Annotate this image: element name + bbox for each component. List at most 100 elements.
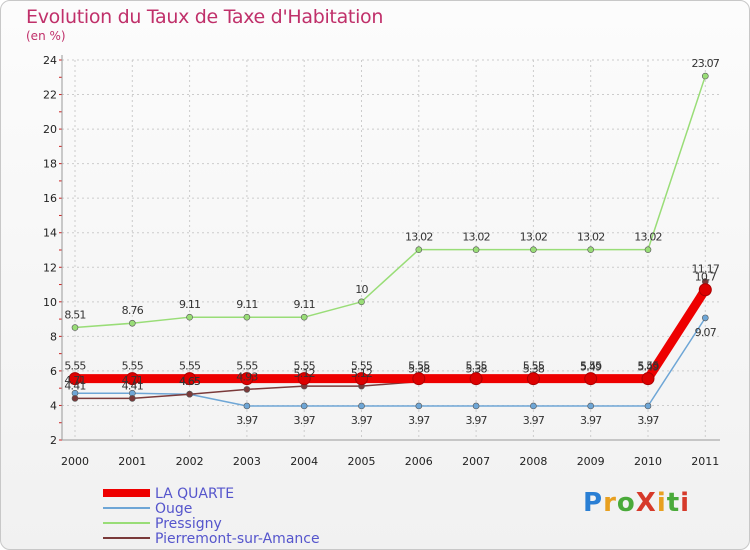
data-label: 5.55 xyxy=(236,360,258,373)
x-tick-label: 2006 xyxy=(405,455,433,468)
data-point xyxy=(183,372,197,386)
data-point xyxy=(240,372,254,386)
chart-subtitle: (en %) xyxy=(26,29,66,43)
y-tick-label: 12 xyxy=(43,261,57,274)
y-tick-label: 14 xyxy=(43,227,57,240)
data-label: 9.07 xyxy=(695,326,717,339)
y-tick-label: 16 xyxy=(43,192,57,205)
logo-letter: i xyxy=(680,488,691,518)
y-tick-label: 8 xyxy=(50,330,57,343)
x-tick-label: 2008 xyxy=(519,455,547,468)
y-tick-label: 4 xyxy=(50,399,57,412)
data-label: 3.97 xyxy=(523,414,545,427)
legend-label: Pressigny xyxy=(155,516,222,532)
data-label: 5.55 xyxy=(465,360,487,373)
data-label: 5.55 xyxy=(294,360,316,373)
x-tick-label: 2002 xyxy=(176,455,204,468)
y-tick-label: 18 xyxy=(43,158,57,171)
data-point xyxy=(71,395,79,402)
data-label: 13.02 xyxy=(634,231,662,244)
x-tick-label: 2005 xyxy=(348,455,376,468)
logo-letter: X xyxy=(635,488,657,518)
data-label: 9.11 xyxy=(236,298,257,311)
data-point xyxy=(243,386,251,393)
series-line-ouge xyxy=(75,317,706,407)
data-label: 10 xyxy=(355,283,368,296)
data-point xyxy=(129,319,136,327)
x-tick-label: 2009 xyxy=(577,455,605,468)
data-label: 5.55 xyxy=(580,360,602,373)
data-point xyxy=(587,402,595,410)
data-label: 4.93 xyxy=(236,370,258,383)
data-label: 3.97 xyxy=(294,414,316,427)
data-point xyxy=(71,324,79,331)
data-point xyxy=(300,313,308,321)
data-point xyxy=(698,283,712,297)
data-point xyxy=(125,372,139,386)
data-label: 8.76 xyxy=(122,304,144,317)
data-point xyxy=(243,402,251,410)
data-point xyxy=(587,246,595,253)
data-point xyxy=(243,313,251,321)
data-point xyxy=(355,372,368,386)
data-point xyxy=(415,402,423,410)
data-point xyxy=(644,402,652,410)
legend-label: LA QUARTE xyxy=(155,486,234,502)
data-label: 5.38 xyxy=(523,363,545,376)
series-group xyxy=(68,72,712,410)
data-point xyxy=(297,372,311,386)
data-label: 10.7 xyxy=(695,271,717,284)
data-point xyxy=(186,390,193,398)
data-label: 5.55 xyxy=(64,360,86,373)
data-point xyxy=(472,402,480,410)
data-label: 4.41 xyxy=(64,379,85,392)
data-point xyxy=(641,372,655,386)
data-label: 5.38 xyxy=(408,363,430,376)
data-point xyxy=(526,372,540,386)
y-tick-label: 2 xyxy=(50,434,57,447)
data-label: 4.71 xyxy=(64,374,85,387)
data-point xyxy=(701,314,709,322)
data-label: 5.55 xyxy=(351,360,373,373)
y-tick-label: 24 xyxy=(43,54,57,67)
data-label: 3.97 xyxy=(637,414,659,427)
data-label: 5.12 xyxy=(351,367,372,380)
data-label: 3.97 xyxy=(351,414,373,427)
data-label: 4.71 xyxy=(122,374,143,387)
y-tick-label: 22 xyxy=(43,89,57,102)
data-label: 5.55 xyxy=(122,360,144,373)
x-tick-label: 2011 xyxy=(691,455,719,468)
x-tick-label: 2004 xyxy=(290,455,318,468)
data-point xyxy=(584,372,598,386)
logo-letter: o xyxy=(616,488,636,518)
x-tick-label: 2010 xyxy=(634,455,662,468)
data-point xyxy=(644,246,652,253)
logo-letter: t xyxy=(666,488,681,518)
logo-letter: P xyxy=(583,488,604,518)
data-label: 4.65 xyxy=(179,375,201,388)
series-line-la-quarte xyxy=(75,287,710,384)
legend: LA QUARTEOugePressignyPierremont-sur-Ama… xyxy=(103,486,320,547)
data-point xyxy=(129,395,136,402)
data-point xyxy=(530,402,537,410)
data-label: 5.55 xyxy=(637,360,659,373)
x-tick-label: 2007 xyxy=(462,455,490,468)
data-point xyxy=(701,72,709,80)
data-point xyxy=(415,246,423,253)
data-labels: 8.51 8.76 9.11 9.11 9.11 10 13.02 13.02 13.02 13.… xyxy=(64,57,720,427)
data-label: 13.02 xyxy=(462,231,490,244)
data-point xyxy=(358,298,365,306)
data-label: 5.49 xyxy=(637,361,659,374)
data-label: 13.02 xyxy=(577,231,605,244)
data-label: 23.07 xyxy=(692,57,720,70)
data-point xyxy=(68,372,82,386)
data-point xyxy=(472,246,480,253)
data-label: 5.49 xyxy=(580,361,602,374)
logo-letter: r xyxy=(603,488,617,518)
data-label: 4.41 xyxy=(122,379,143,392)
data-point xyxy=(300,402,308,410)
data-label: 3.97 xyxy=(408,414,430,427)
data-label: 11.17 xyxy=(692,263,720,276)
